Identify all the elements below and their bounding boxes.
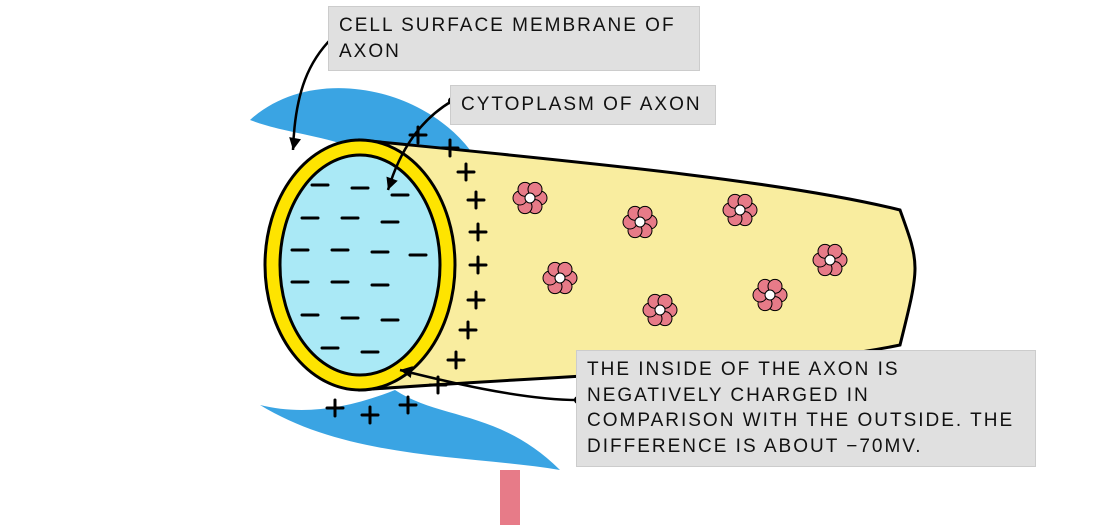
flower-icon bbox=[723, 194, 757, 225]
label-membrane-text: CELL SURFACE MEMBRANE OF AXON bbox=[339, 15, 676, 62]
water-bottom bbox=[260, 390, 560, 470]
flower-icon bbox=[643, 294, 677, 325]
leader-arrow bbox=[289, 137, 301, 150]
label-cytoplasm: CYTOPLASM OF AXON bbox=[450, 85, 716, 125]
label-inside: THE INSIDE OF THE AXON IS NEGATIVELY CHA… bbox=[576, 350, 1036, 467]
label-cytoplasm-text: CYTOPLASM OF AXON bbox=[461, 94, 702, 115]
label-inside-text: THE INSIDE OF THE AXON IS NEGATIVELY CHA… bbox=[587, 359, 1014, 457]
flower-icon bbox=[513, 182, 547, 213]
flower-icon bbox=[623, 206, 657, 237]
flower-icon bbox=[813, 244, 847, 275]
flower-icon bbox=[753, 279, 787, 310]
flower-icon bbox=[543, 262, 577, 293]
label-membrane: CELL SURFACE MEMBRANE OF AXON bbox=[328, 6, 700, 71]
stem bbox=[500, 470, 520, 525]
